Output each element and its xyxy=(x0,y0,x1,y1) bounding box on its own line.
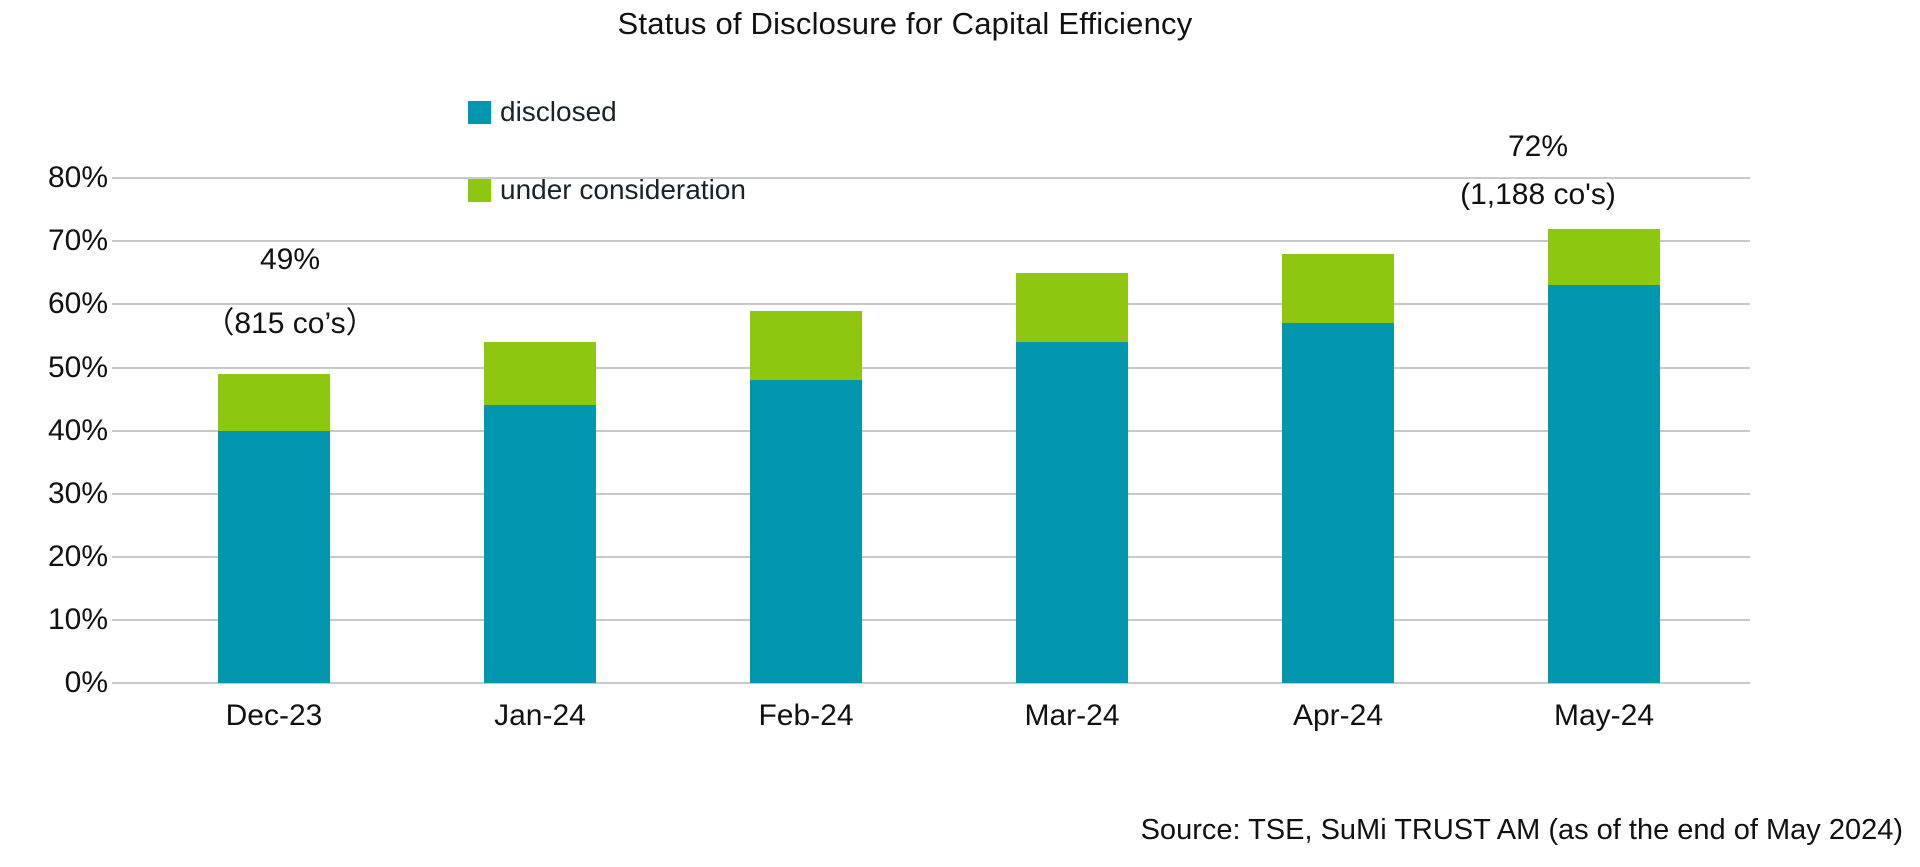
x-tick-label-apr-24: Apr-24 xyxy=(1292,699,1384,732)
bar-dec-23 xyxy=(218,373,330,683)
y-tick-label-40: 40% xyxy=(47,413,108,447)
x-axis: Dec-23 Jan-24 Feb-24 Mar-24 Apr-24 May-24 xyxy=(141,699,1737,733)
gridline-60 xyxy=(112,303,1750,306)
bar-apr-24 xyxy=(1282,253,1394,683)
under-consideration-swatch-icon xyxy=(468,178,491,202)
bar-jan-24 xyxy=(484,342,596,683)
bar-may-24 xyxy=(1548,228,1660,683)
data-label-dec-23-percent: 49% xyxy=(259,243,321,276)
source-note: Source: TSE, SuMi TRUST AM (as of the en… xyxy=(1140,814,1903,846)
disclosed-swatch-icon xyxy=(468,100,491,124)
y-tick-label-20: 20% xyxy=(47,539,108,573)
bar-segment-under-consideration-mar-24 xyxy=(1016,272,1128,343)
x-tick-label-dec-23: Dec-23 xyxy=(225,699,323,732)
bar-segment-disclosed-mar-24 xyxy=(1016,342,1128,683)
legend-item-disclosed: disclosed xyxy=(468,96,746,128)
bar-segment-under-consideration-feb-24 xyxy=(750,310,862,381)
y-tick-label-0: 0% xyxy=(64,666,108,699)
y-tick-label-80: 80% xyxy=(47,161,108,195)
bar-segment-disclosed-may-24 xyxy=(1548,285,1660,683)
y-tick-label-30: 30% xyxy=(47,476,108,510)
bar-segment-disclosed-dec-23 xyxy=(218,430,330,683)
bar-mar-24 xyxy=(1016,272,1128,683)
bar-slot-apr-24 xyxy=(1205,153,1471,683)
gridline-30 xyxy=(112,492,1750,495)
data-label-may-24-percent: 72% xyxy=(1507,130,1569,163)
x-tick-label-may-24: May-24 xyxy=(1553,699,1655,732)
bar-segment-disclosed-jan-24 xyxy=(484,405,596,683)
gridline-10 xyxy=(112,618,1750,621)
y-tick-label-50: 50% xyxy=(47,350,108,384)
data-label-may-24: 72% (1,188 co's) xyxy=(1392,130,1684,212)
bar-slot-dec-23 xyxy=(141,153,407,683)
gridline-20 xyxy=(112,555,1750,558)
y-axis: 0% 10% 20% 30% 40% 50% 60% 70% 80% xyxy=(20,0,108,867)
bar-segment-under-consideration-may-24 xyxy=(1548,228,1660,286)
bar-slot-feb-24 xyxy=(673,153,939,683)
bar-segment-under-consideration-dec-23 xyxy=(218,373,330,431)
gridline-0 xyxy=(112,682,1750,684)
gridline-80 xyxy=(112,177,1750,180)
data-label-dec-23: 49% （815 co’s） xyxy=(140,243,440,342)
gridline-50 xyxy=(112,366,1750,369)
bar-slot-may-24 xyxy=(1471,153,1737,683)
y-tick-label-10: 10% xyxy=(47,602,108,636)
legend-label-disclosed: disclosed xyxy=(500,96,617,127)
x-tick-label-jan-24: Jan-24 xyxy=(494,699,586,732)
plot-area xyxy=(141,153,1737,683)
gridline-70 xyxy=(112,240,1750,243)
x-tick-label-mar-24: Mar-24 xyxy=(1024,699,1120,732)
y-tick-label-60: 60% xyxy=(47,287,108,321)
gridline-40 xyxy=(112,429,1750,432)
bar-slot-mar-24 xyxy=(939,153,1205,683)
y-tick-label-70: 70% xyxy=(47,224,108,258)
bar-segment-under-consideration-apr-24 xyxy=(1282,253,1394,324)
bar-slot-jan-24 xyxy=(407,153,673,683)
bar-feb-24 xyxy=(750,310,862,683)
data-label-may-24-count: (1,188 co's) xyxy=(1460,178,1616,211)
data-label-dec-23-count: （815 co’s） xyxy=(204,307,376,340)
chart-title: Status of Disclosure for Capital Efficie… xyxy=(617,6,1193,41)
bar-segment-disclosed-feb-24 xyxy=(750,380,862,683)
bar-segment-under-consideration-jan-24 xyxy=(484,342,596,406)
bar-segment-disclosed-apr-24 xyxy=(1282,323,1394,683)
x-tick-label-feb-24: Feb-24 xyxy=(758,699,854,732)
gridlines xyxy=(112,153,1750,684)
